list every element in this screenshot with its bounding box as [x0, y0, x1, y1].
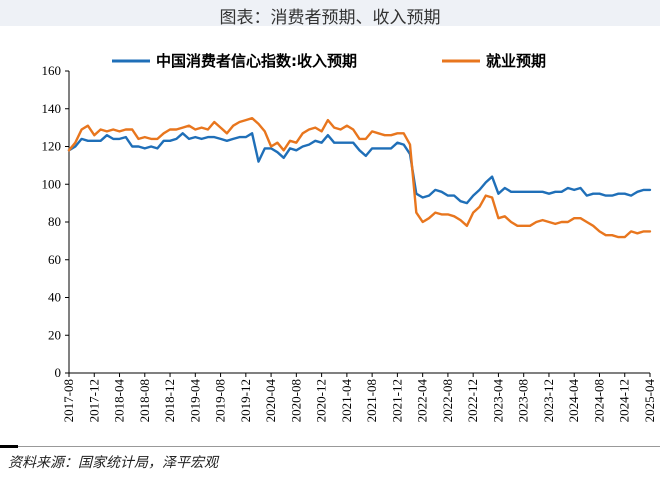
x-tick-label: 2018-12 — [162, 379, 177, 422]
series-layer — [67, 116, 652, 239]
line-chart: 0 20 40 60 80 100 120 140 160 2017-08 2017-12 2018-… — [42, 52, 658, 422]
page-title: 图表：消费者预期、收入预期 — [219, 8, 441, 28]
source-note: 资料来源：国家统计局，泽平宏观 — [8, 455, 218, 471]
x-tick-label: 2022-04 — [415, 379, 430, 423]
x-tick-label: 2025-04 — [642, 379, 657, 423]
x-tick-label: 2023-12 — [541, 379, 556, 422]
y-tick-label: 120 — [42, 139, 62, 154]
y-tick-label: 80 — [48, 214, 61, 229]
y-tick-label: 100 — [42, 176, 62, 191]
x-tick-label: 2020-04 — [263, 379, 278, 423]
x-tick-label: 2018-04 — [112, 379, 127, 423]
x-tick-label: 2017-08 — [61, 379, 76, 422]
footer-rule-tab — [0, 445, 18, 448]
x-tick-label: 2020-08 — [288, 379, 303, 422]
x-tick-label: 2024-08 — [591, 379, 606, 422]
x-tick-label: 2022-08 — [440, 379, 455, 422]
y-tick-label: 60 — [48, 252, 61, 267]
y-tick-label: 20 — [48, 327, 61, 342]
x-tick-label: 2024-12 — [617, 379, 632, 422]
legend: 中国消费者信心指数:收入预期 就业预期 — [112, 52, 546, 70]
y-tick-label: 0 — [55, 365, 62, 380]
x-tick-label: 2021-08 — [364, 379, 379, 422]
footer-rule — [0, 446, 660, 447]
y-tick-label: 40 — [48, 290, 61, 305]
series-line-employment — [67, 116, 652, 239]
x-tick-label: 2017-12 — [86, 379, 101, 422]
x-tick-label: 2020-12 — [314, 379, 329, 422]
x-tick-label: 2021-12 — [389, 379, 404, 422]
y-tick-label: 140 — [42, 101, 62, 116]
title-band: 图表：消费者预期、收入预期 — [0, 0, 660, 28]
y-tick-label: 160 — [42, 63, 62, 78]
x-tick-label: 2018-08 — [137, 379, 152, 422]
x-tick-label: 2023-08 — [516, 379, 531, 422]
legend-label-employment: 就业预期 — [486, 52, 546, 70]
x-tick-label: 2019-08 — [213, 379, 228, 422]
x-tick-label: 2019-12 — [238, 379, 253, 422]
series-line-income — [67, 132, 652, 205]
axes: 0 20 40 60 80 100 120 140 160 2017-08 2017-12 2018-… — [42, 63, 658, 422]
x-tick-label: 2019-04 — [187, 379, 202, 423]
x-tick-label: 2023-04 — [490, 379, 505, 423]
x-tick-label: 2024-04 — [566, 379, 581, 423]
x-tick-label: 2022-12 — [465, 379, 480, 422]
x-tick-label: 2021-04 — [339, 379, 354, 423]
legend-label-income: 中国消费者信心指数:收入预期 — [156, 52, 357, 70]
